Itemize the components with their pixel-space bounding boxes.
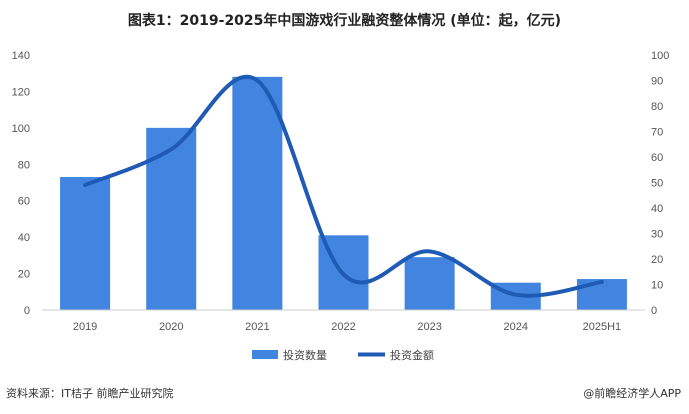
y-right-tick-label: 30 [651, 229, 663, 241]
y-right-tick-label: 100 [651, 50, 669, 62]
legend-label: 投资数量 [283, 348, 327, 362]
x-tick-label: 2023 [417, 321, 441, 333]
y-left-tick-label: 60 [18, 196, 30, 208]
legend-label: 投资金额 [390, 348, 434, 362]
y-right-tick-label: 90 [651, 76, 663, 88]
x-tick-label: 2024 [504, 321, 528, 333]
line-series [83, 74, 604, 298]
y-right-tick-label: 10 [651, 280, 663, 292]
y-right-tick-label: 80 [651, 101, 663, 113]
y-right-tick-label: 0 [651, 305, 657, 317]
chart-title: 图表1：2019-2025年中国游戏行业融资整体情况 (单位：起，亿元) [127, 13, 562, 29]
y-left-tick-label: 100 [12, 123, 30, 135]
brand-note: @前瞻经济学人APP [583, 387, 681, 400]
bar [404, 257, 455, 310]
y-left-tick-label: 120 [12, 86, 30, 98]
source-note: 资料来源：IT桔子 前瞻产业研究院 [6, 387, 174, 400]
y-left-tick-label: 140 [12, 50, 30, 62]
y-right-tick-label: 70 [651, 127, 663, 139]
y-right-tick-label: 40 [651, 203, 663, 215]
x-tick-label: 2019 [73, 321, 97, 333]
x-tick-label: 2020 [159, 321, 183, 333]
x-tick-label: 2025H1 [583, 321, 622, 333]
x-tick-label: 2021 [245, 321, 269, 333]
bar [232, 76, 283, 310]
y-left-tick-label: 80 [18, 159, 30, 171]
bar [146, 127, 197, 310]
y-right-tick-label: 20 [651, 254, 663, 266]
y-right-tick-label: 50 [651, 178, 663, 190]
legend-bar-swatch [252, 350, 278, 359]
bar [60, 177, 111, 310]
y-left-tick-label: 40 [18, 232, 30, 244]
y-left-tick-label: 0 [24, 305, 30, 317]
y-right-tick-label: 60 [651, 152, 663, 164]
y-left-tick-label: 20 [18, 269, 30, 281]
x-tick-label: 2022 [331, 321, 355, 333]
